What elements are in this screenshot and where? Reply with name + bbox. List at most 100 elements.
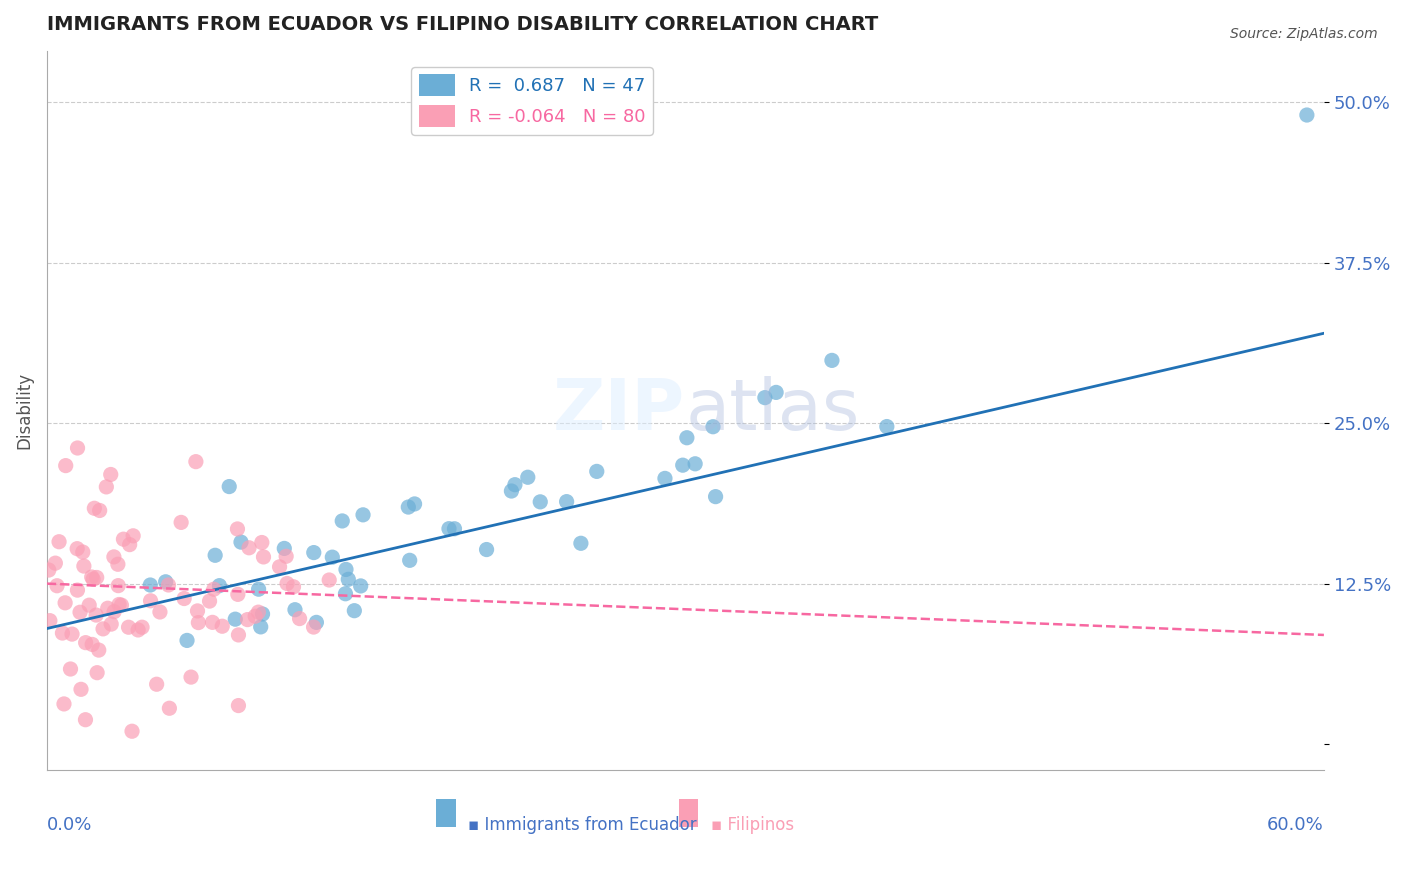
Point: [73, 559, 96, 574]
Point: [226, 522, 249, 536]
Point: [249, 620, 271, 634]
Point: [69, 605, 91, 619]
FancyBboxPatch shape: [436, 798, 456, 827]
Point: [321, 550, 343, 565]
Point: [503, 477, 526, 491]
Point: [84, 608, 107, 623]
Point: [176, 633, 198, 648]
Point: [55, 458, 77, 473]
Point: [704, 490, 727, 504]
Point: [302, 545, 325, 559]
Point: [96, 480, 118, 494]
Point: [284, 603, 307, 617]
Point: [103, 605, 125, 619]
Point: [243, 609, 266, 624]
Text: 60.0%: 60.0%: [1267, 816, 1324, 835]
Point: [87, 643, 110, 657]
Point: [228, 628, 250, 642]
Point: [283, 580, 305, 594]
Point: [252, 607, 274, 621]
Point: [46, 579, 69, 593]
Point: [238, 541, 260, 555]
Point: [337, 572, 360, 586]
Point: [60, 627, 83, 641]
Point: [66, 583, 89, 598]
Point: [1295, 108, 1317, 122]
Point: [437, 522, 460, 536]
Point: [86, 570, 108, 584]
Point: [155, 574, 177, 589]
Point: [702, 419, 724, 434]
Point: [236, 613, 259, 627]
Point: [350, 579, 373, 593]
Point: [103, 549, 125, 564]
Point: [229, 535, 252, 549]
Point: [82, 637, 104, 651]
Point: [305, 615, 328, 630]
Point: [585, 464, 607, 478]
Point: [475, 542, 498, 557]
Point: [97, 601, 120, 615]
Point: [157, 701, 180, 715]
Point: [107, 579, 129, 593]
Point: [335, 562, 357, 576]
Point: [91, 622, 114, 636]
Point: [683, 457, 706, 471]
Point: [876, 419, 898, 434]
Point: [51, 626, 73, 640]
Point: [204, 549, 226, 563]
Point: [122, 529, 145, 543]
Point: [247, 582, 270, 597]
Point: [139, 578, 162, 592]
Point: [112, 532, 135, 546]
Point: [529, 495, 551, 509]
Point: [139, 594, 162, 608]
Point: [201, 615, 224, 630]
Point: [77, 598, 100, 612]
Point: [108, 598, 131, 612]
Point: [100, 617, 122, 632]
Point: [187, 615, 209, 630]
Point: [335, 587, 357, 601]
Point: [66, 541, 89, 556]
Point: [404, 497, 426, 511]
Point: [53, 596, 76, 610]
Point: [117, 620, 139, 634]
Point: [273, 541, 295, 556]
Point: [398, 553, 420, 567]
Point: [121, 724, 143, 739]
Point: [184, 455, 207, 469]
Point: [252, 549, 274, 564]
Point: [186, 604, 208, 618]
Point: [157, 578, 180, 592]
Point: [170, 516, 193, 530]
Point: [302, 620, 325, 634]
Point: [226, 587, 249, 601]
Text: Source: ZipAtlas.com: Source: ZipAtlas.com: [1230, 27, 1378, 41]
Point: [218, 479, 240, 493]
Point: [100, 467, 122, 482]
Point: [44, 556, 66, 570]
Text: atlas: atlas: [685, 376, 860, 445]
Point: [131, 620, 153, 634]
Point: [118, 538, 141, 552]
Point: [269, 559, 291, 574]
Point: [198, 594, 221, 608]
Text: 0.0%: 0.0%: [46, 816, 93, 835]
Point: [247, 605, 270, 619]
Point: [396, 500, 419, 514]
Point: [288, 611, 311, 625]
Point: [149, 605, 172, 619]
Point: [443, 522, 465, 536]
Y-axis label: Disability: Disability: [15, 372, 32, 449]
Point: [82, 572, 104, 586]
Point: [672, 458, 695, 472]
Text: ZIP: ZIP: [553, 376, 685, 445]
Point: [70, 682, 93, 697]
Point: [145, 677, 167, 691]
FancyBboxPatch shape: [679, 798, 699, 827]
Legend: R =  0.687   N = 47, R = -0.064   N = 80: R = 0.687 N = 47, R = -0.064 N = 80: [412, 67, 652, 135]
Point: [228, 698, 250, 713]
Text: ▪ Filipinos: ▪ Filipinos: [711, 816, 794, 835]
Point: [224, 612, 246, 626]
